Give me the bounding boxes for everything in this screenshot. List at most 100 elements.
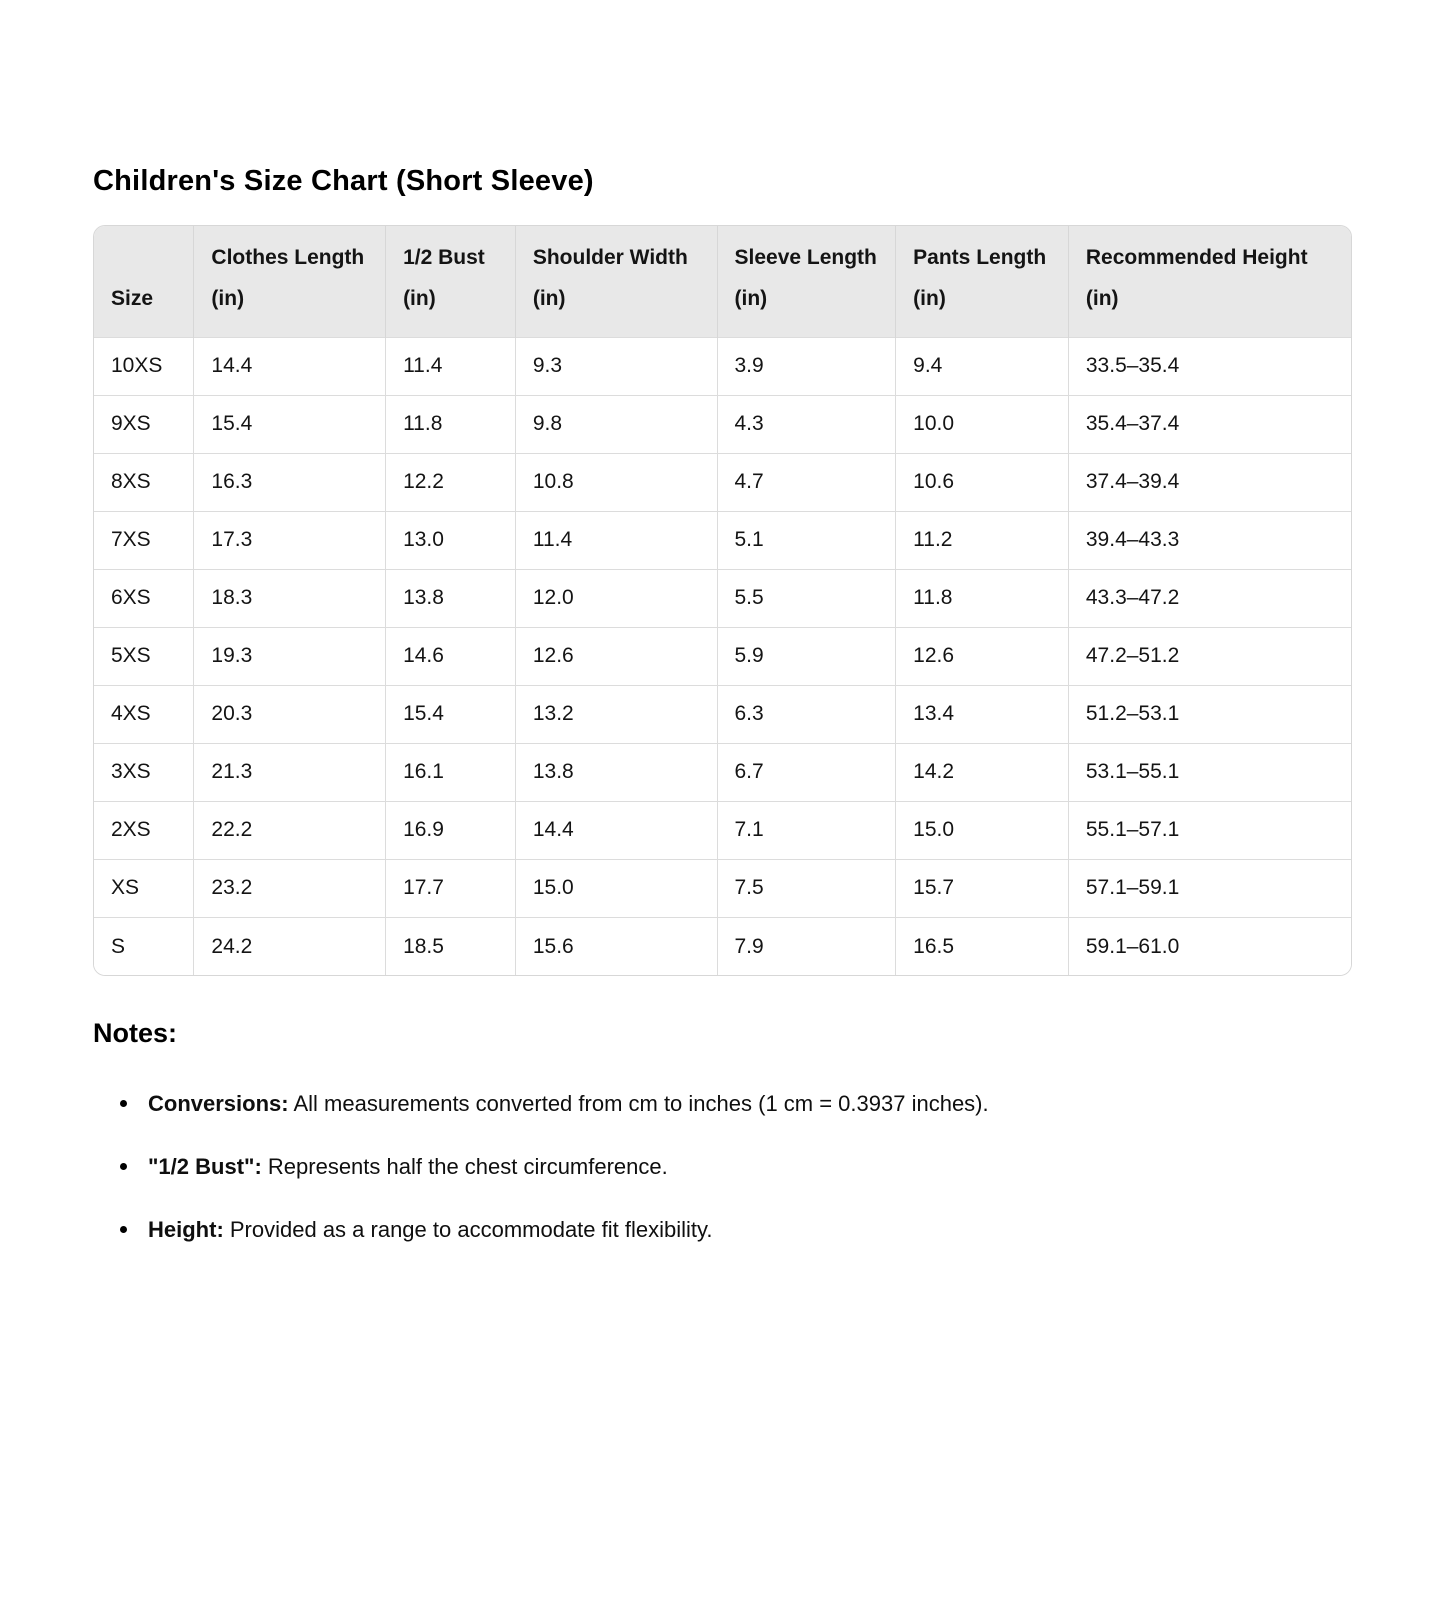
table-cell: 4XS — [94, 684, 195, 744]
document-page: Children's Size Chart (Short Sleeve) Siz… — [0, 165, 1445, 1245]
table-cell: 55.1–57.1 — [1068, 800, 1351, 860]
table-cell: 51.2–53.1 — [1068, 684, 1351, 744]
table-cell: 15.7 — [895, 858, 1069, 918]
table-cell: 9.4 — [895, 336, 1069, 396]
note-text: Provided as a range to accommodate fit f… — [223, 1217, 713, 1243]
table-row: 8XS 16.3 12.2 10.8 4.7 10.6 37.4–39.4 — [94, 452, 1351, 512]
table-cell: 2XS — [94, 800, 195, 860]
table-cell: 59.1–61.0 — [1068, 916, 1351, 976]
table-cell: 12.6 — [515, 626, 718, 686]
table-header-row: Size Clothes Length (in) 1/2 Bust (in) Shou… — [94, 226, 1351, 338]
table-cell: 11.4 — [515, 510, 718, 570]
table-cell: 9.8 — [515, 394, 718, 454]
table-row: 7XS 17.3 13.0 11.4 5.1 11.2 39.4–43.3 — [94, 510, 1351, 570]
table-cell: 6XS — [94, 568, 195, 628]
table-cell: 47.2–51.2 — [1068, 626, 1351, 686]
table-cell: 7.9 — [717, 916, 897, 976]
column-header: Sleeve Length (in) — [717, 226, 897, 338]
table-cell: 9.3 — [515, 336, 718, 396]
table-cell: 12.6 — [895, 626, 1069, 686]
table-cell: 13.2 — [515, 684, 718, 744]
note-label: Conversions: — [148, 1091, 289, 1117]
table-cell: 18.3 — [193, 568, 387, 628]
table-cell: 5.9 — [717, 626, 897, 686]
table-row: 6XS 18.3 13.8 12.0 5.5 11.8 43.3–47.2 — [94, 568, 1351, 628]
table-cell: 16.5 — [895, 916, 1069, 976]
column-header: Pants Length (in) — [895, 226, 1069, 338]
table-cell: 22.2 — [193, 800, 387, 860]
column-header: Shoulder Width (in) — [515, 226, 718, 338]
table-cell: 33.5–35.4 — [1068, 336, 1351, 396]
table-cell: 57.1–59.1 — [1068, 858, 1351, 918]
table-cell: 12.2 — [385, 452, 516, 512]
table-cell: 11.8 — [895, 568, 1069, 628]
table-cell: 24.2 — [193, 916, 387, 976]
note-label: Height: — [148, 1217, 224, 1243]
table-cell: 13.8 — [385, 568, 516, 628]
table-cell: 15.6 — [515, 916, 718, 976]
table-cell: 14.4 — [515, 800, 718, 860]
table-cell: 10XS — [94, 336, 195, 396]
table-cell: XS — [94, 858, 195, 918]
table-cell: 17.7 — [385, 858, 516, 918]
table-row: 2XS 22.2 16.9 14.4 7.1 15.0 55.1–57.1 — [94, 800, 1351, 860]
table-cell: 19.3 — [193, 626, 387, 686]
table-cell: 10.8 — [515, 452, 718, 512]
table-cell: 3XS — [94, 742, 195, 802]
table-cell: 5.5 — [717, 568, 897, 628]
note-text: All measurements converted from cm to in… — [288, 1091, 989, 1117]
table-cell: S — [94, 916, 195, 976]
note-item: "1/2 Bust": Represents half the chest ci… — [120, 1152, 1352, 1182]
table-cell: 37.4–39.4 — [1068, 452, 1351, 512]
notes-heading: Notes: — [93, 1018, 178, 1049]
table-cell: 14.6 — [385, 626, 516, 686]
table-cell: 15.4 — [193, 394, 387, 454]
table-cell: 14.2 — [895, 742, 1069, 802]
table-cell: 35.4–37.4 — [1068, 394, 1351, 454]
table-cell: 53.1–55.1 — [1068, 742, 1351, 802]
column-header: 1/2 Bust (in) — [385, 226, 516, 338]
table-row: XS 23.2 17.7 15.0 7.5 15.7 57.1–59.1 — [94, 858, 1351, 918]
table-body: 10XS 14.4 11.4 9.3 3.9 9.4 33.5–35.4 9XS 15.4 11.… — [94, 336, 1351, 976]
table-cell: 15.0 — [515, 858, 718, 918]
table-cell: 12.0 — [515, 568, 718, 628]
table-cell: 11.8 — [385, 394, 516, 454]
table-cell: 7.5 — [717, 858, 897, 918]
table-row: 4XS 20.3 15.4 13.2 6.3 13.4 51.2–53.1 — [94, 684, 1351, 744]
table-cell: 9XS — [94, 394, 195, 454]
table-cell: 3.9 — [717, 336, 897, 396]
notes-list: Conversions: All measurements converted … — [93, 1089, 1352, 1245]
table-cell: 13.4 — [895, 684, 1069, 744]
table-cell: 6.3 — [717, 684, 897, 744]
table-row: 10XS 14.4 11.4 9.3 3.9 9.4 33.5–35.4 — [94, 336, 1351, 396]
table-cell: 23.2 — [193, 858, 387, 918]
table-cell: 39.4–43.3 — [1068, 510, 1351, 570]
size-chart-table-container: Size Clothes Length (in) 1/2 Bust (in) Shou… — [93, 225, 1352, 977]
table-cell: 8XS — [94, 452, 195, 512]
table-cell: 13.8 — [515, 742, 718, 802]
page-title: Children's Size Chart (Short Sleeve) — [93, 165, 594, 197]
table-cell: 4.7 — [717, 452, 897, 512]
table-row: 9XS 15.4 11.8 9.8 4.3 10.0 35.4–37.4 — [94, 394, 1351, 454]
table-row: S 24.2 18.5 15.6 7.9 16.5 59.1–61.0 — [94, 916, 1351, 976]
note-label: "1/2 Bust": — [148, 1154, 262, 1180]
table-cell: 15.4 — [385, 684, 516, 744]
table-cell: 16.3 — [193, 452, 387, 512]
table-row: 5XS 19.3 14.6 12.6 5.9 12.6 47.2–51.2 — [94, 626, 1351, 686]
table-cell: 16.9 — [385, 800, 516, 860]
column-header: Size — [94, 226, 195, 338]
table-cell: 7XS — [94, 510, 195, 570]
table-cell: 6.7 — [717, 742, 897, 802]
table-cell: 18.5 — [385, 916, 516, 976]
table-cell: 15.0 — [895, 800, 1069, 860]
note-item: Height: Provided as a range to accommoda… — [120, 1215, 1352, 1245]
table-cell: 10.6 — [895, 452, 1069, 512]
table-cell: 16.1 — [385, 742, 516, 802]
note-text: Represents half the chest circumference. — [261, 1154, 668, 1180]
table-cell: 17.3 — [193, 510, 387, 570]
table-cell: 10.0 — [895, 394, 1069, 454]
table-cell: 5XS — [94, 626, 195, 686]
table-cell: 43.3–47.2 — [1068, 568, 1351, 628]
table-cell: 11.4 — [385, 336, 516, 396]
table-cell: 5.1 — [717, 510, 897, 570]
